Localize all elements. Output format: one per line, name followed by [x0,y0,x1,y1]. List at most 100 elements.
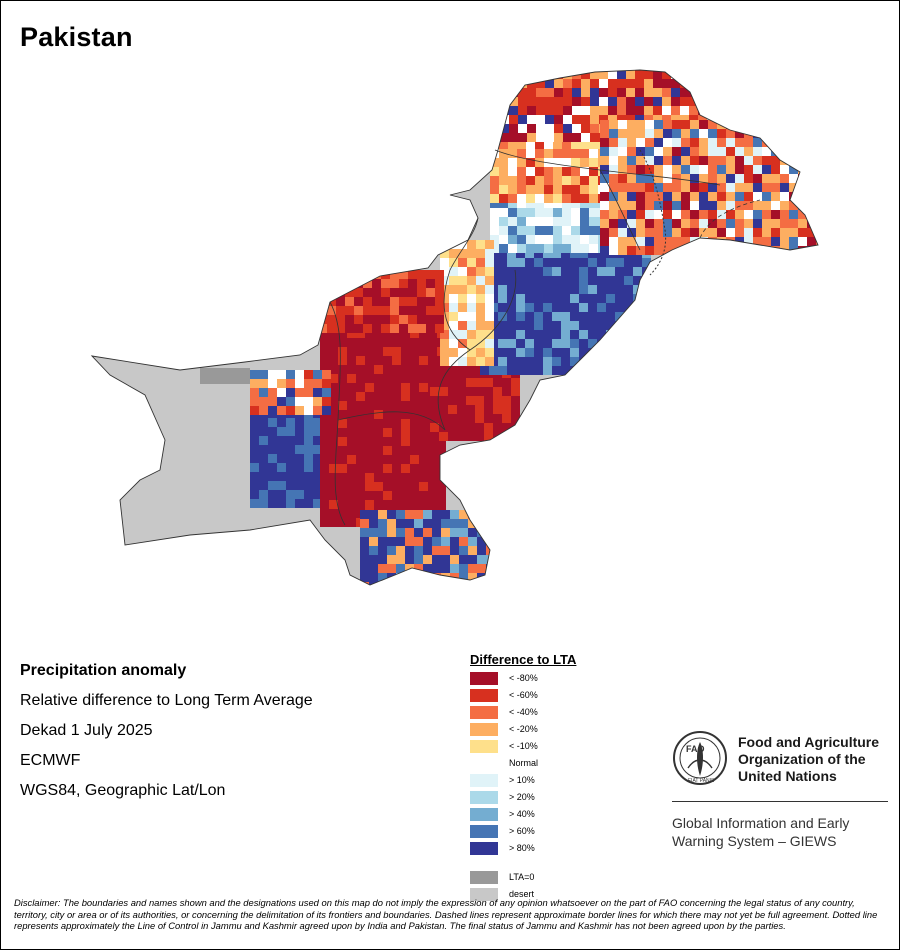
anomaly-cell [609,228,618,237]
anomaly-cell [588,339,597,348]
anomaly-cell [360,564,369,573]
anomaly-cell [789,174,798,183]
anomaly-cell [589,149,598,158]
anomaly-cell [410,500,419,509]
anomaly-cell [518,70,527,79]
anomaly-cell [268,445,277,454]
anomaly-cell [408,306,417,315]
anomaly-cell [588,258,597,267]
anomaly-cell [507,321,516,330]
anomaly-cell [327,288,336,297]
anomaly-cell [484,396,493,405]
anomaly-cell [561,249,570,258]
anomaly-cell [589,244,598,253]
anomaly-cell [816,183,818,192]
anomaly-cell [762,228,771,237]
anomaly-cell [663,156,672,165]
anomaly-cell [579,258,588,267]
anomaly-cell [554,106,563,115]
legend-swatch [470,740,498,753]
anomaly-cell [654,129,663,138]
anomaly-cell [338,491,347,500]
anomaly-cell [753,228,762,237]
anomaly-cell [437,500,446,509]
anomaly-cell [378,555,387,564]
anomaly-cell [304,427,313,436]
anomaly-cell [798,183,807,192]
anomaly-cell [336,297,345,306]
anomaly-cell [708,147,717,156]
anomaly-cell [645,246,654,255]
anomaly-cell [744,210,753,219]
anomaly-cell [699,192,708,201]
anomaly-cell [466,414,475,423]
anomaly-cell [545,115,554,124]
anomaly-cell [570,330,579,339]
anomaly-cell [338,464,347,473]
anomaly-cell [423,537,432,546]
anomaly-cell [516,321,525,330]
legend-swatch [470,842,498,855]
anomaly-cell [609,156,618,165]
anomaly-cell [570,348,579,357]
anomaly-cell [534,294,543,303]
anomaly-cell [347,356,356,365]
anomaly-cell [372,297,381,306]
anomaly-cell [627,138,636,147]
anomaly-cell [347,347,356,356]
anomaly-cell [681,138,690,147]
anomaly-cell [798,219,807,228]
anomaly-cell [410,383,419,392]
anomaly-cell [536,79,545,88]
anomaly-cell [562,226,571,235]
anomaly-cell [653,97,662,106]
anomaly-cell [762,156,771,165]
anomaly-cell [618,183,627,192]
anomaly-cell [449,303,458,312]
anomaly-cell [396,555,405,564]
anomaly-cell [490,208,499,217]
anomaly-cell [600,156,609,165]
anomaly-cell [467,321,476,330]
anomaly-cell [642,339,651,348]
anomaly-cell [516,366,525,375]
anomaly-cell [798,210,807,219]
anomaly-cell [356,446,365,455]
anomaly-cell [363,270,372,279]
anomaly-cell [615,312,624,321]
anomaly-cell [662,70,671,79]
anomaly-cell [562,140,571,149]
anomaly-cell [571,185,580,194]
anomaly-cell [277,379,286,388]
anomaly-cell [286,463,295,472]
anomaly-cell [554,97,563,106]
anomaly-cell [476,330,485,339]
anomaly-cell [717,210,726,219]
anomaly-cell [507,294,516,303]
anomaly-cell [609,120,618,129]
anomaly-cell [590,115,599,124]
anomaly-cell [439,405,448,414]
anomaly-cell [322,397,331,406]
anomaly-cell [526,176,535,185]
anomaly-cell [762,147,771,156]
anomaly-cell [477,546,486,555]
anomaly-cell [440,330,449,339]
anomaly-cell [535,244,544,253]
anomaly-cell [435,270,444,279]
anomaly-cell [295,418,304,427]
anomaly-cell [450,555,459,564]
anomaly-cell [580,235,589,244]
anomaly-cell [624,285,633,294]
anomaly-cell [432,555,441,564]
anomaly-cell [543,348,552,357]
anomaly-cell [304,490,313,499]
anomaly-cell [365,356,374,365]
anomaly-cell [552,303,561,312]
anomaly-cell [535,140,544,149]
anomaly-cell [441,564,450,573]
anomaly-cell [354,279,363,288]
anomaly-cell [663,129,672,138]
anomaly-cell [708,165,717,174]
anomaly-cell [672,165,681,174]
